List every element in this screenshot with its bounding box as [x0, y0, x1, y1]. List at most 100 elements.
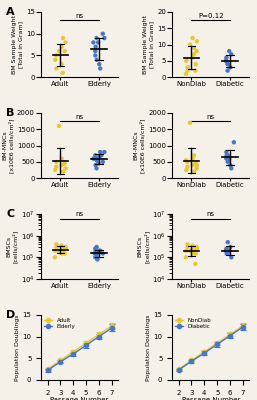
Y-axis label: BM-MNCs
[x10E6 cells/cm²]: BM-MNCs [x10E6 cells/cm²]	[2, 118, 14, 173]
Point	[228, 244, 232, 250]
Point	[184, 71, 188, 77]
Point	[195, 165, 199, 172]
Point	[195, 246, 199, 252]
Point	[191, 242, 195, 249]
Point	[184, 157, 188, 163]
Point	[192, 246, 196, 252]
Point	[227, 248, 231, 254]
Point	[224, 248, 228, 254]
Point	[94, 44, 98, 50]
Point	[61, 168, 65, 175]
Point	[57, 123, 61, 129]
Point	[186, 241, 190, 248]
Point	[193, 68, 197, 74]
Point	[54, 164, 59, 170]
Point	[192, 248, 196, 254]
Point	[190, 162, 195, 168]
Point	[227, 155, 231, 162]
Point	[62, 160, 67, 167]
Point	[226, 61, 230, 67]
Point	[96, 160, 100, 167]
Point	[190, 35, 195, 41]
Point	[98, 248, 102, 254]
Point	[53, 167, 57, 173]
Text: P=0.12: P=0.12	[198, 13, 224, 19]
Point	[53, 248, 57, 254]
Point	[191, 54, 195, 61]
Point	[225, 250, 229, 257]
Point	[226, 250, 230, 257]
Point	[101, 30, 105, 37]
Point	[97, 61, 101, 67]
Point	[186, 64, 190, 70]
Point	[91, 39, 95, 46]
Point	[192, 45, 196, 51]
Point	[59, 61, 63, 67]
Point	[95, 244, 99, 250]
Point	[54, 52, 59, 59]
Point	[228, 162, 232, 168]
Point	[232, 139, 236, 146]
Text: C: C	[6, 209, 15, 219]
Point	[101, 159, 105, 165]
Point	[98, 65, 102, 72]
Y-axis label: BMSCs
[cells/cm²]: BMSCs [cells/cm²]	[6, 230, 18, 263]
Point	[95, 254, 99, 260]
Point	[224, 58, 228, 64]
Point	[227, 48, 231, 54]
Point	[63, 39, 68, 46]
Point	[195, 48, 199, 54]
Point	[225, 152, 229, 158]
X-axis label: Passage Number: Passage Number	[181, 397, 240, 400]
Point	[94, 248, 98, 254]
Point	[186, 244, 190, 250]
Point	[93, 52, 97, 59]
Point	[195, 244, 199, 250]
Legend: Adult, Elderly: Adult, Elderly	[44, 318, 75, 329]
Point	[224, 149, 228, 155]
Point	[191, 155, 195, 162]
Text: ns: ns	[207, 211, 215, 217]
Point	[96, 39, 100, 46]
Point	[186, 164, 190, 170]
Point	[184, 248, 188, 254]
Point	[93, 152, 97, 158]
Point	[226, 239, 230, 245]
Point	[184, 167, 188, 173]
Y-axis label: BM-MNCs
[x10E6 cells/cm²]: BM-MNCs [x10E6 cells/cm²]	[133, 118, 145, 173]
Point	[95, 254, 99, 260]
Point	[53, 254, 57, 260]
Point	[95, 165, 99, 172]
Point	[95, 256, 99, 263]
Point	[229, 165, 233, 172]
Point	[57, 248, 61, 254]
Y-axis label: BM Sample Weight
[Total in Gram]: BM Sample Weight [Total in Gram]	[12, 15, 23, 74]
Point	[95, 157, 99, 163]
Point	[61, 70, 65, 76]
Point	[61, 246, 65, 252]
Point	[186, 64, 190, 70]
Point	[190, 250, 195, 257]
Point	[226, 152, 230, 158]
Point	[195, 162, 199, 168]
Point	[102, 35, 106, 41]
Point	[61, 35, 65, 41]
Point	[93, 250, 97, 257]
Point	[224, 54, 228, 61]
Text: A: A	[6, 7, 15, 17]
Point	[63, 244, 68, 250]
Point	[97, 248, 101, 254]
Point	[226, 159, 230, 165]
Point	[229, 51, 233, 58]
Point	[192, 168, 196, 175]
Y-axis label: BM Sample Weight
[Total in Gram]: BM Sample Weight [Total in Gram]	[143, 15, 154, 74]
Point	[54, 241, 59, 248]
Point	[60, 44, 64, 50]
Point	[62, 250, 67, 257]
Point	[93, 254, 97, 260]
Point	[91, 155, 95, 162]
Point	[96, 250, 100, 257]
Point	[101, 250, 105, 257]
Point	[62, 48, 67, 54]
Point	[194, 61, 198, 67]
